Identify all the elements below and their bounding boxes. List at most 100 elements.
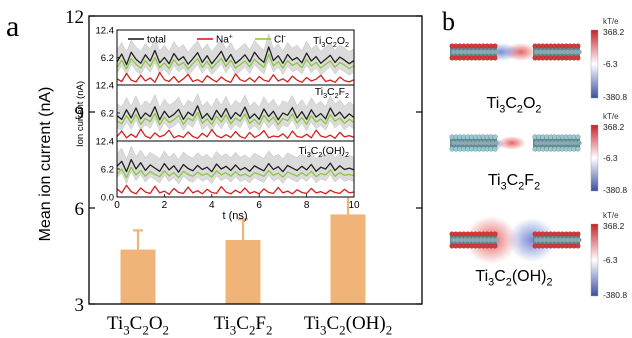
- colorbar-unit: kT/e: [603, 211, 619, 220]
- core-atom: [478, 237, 484, 243]
- core-atom: [463, 140, 468, 146]
- inset-y-tick-label: 6.2: [101, 53, 114, 64]
- cl-line: [116, 166, 355, 179]
- core-atom: [455, 237, 460, 243]
- bar: [120, 249, 156, 304]
- total-line: [116, 105, 355, 121]
- colorbar-unit: kT/e: [603, 17, 619, 26]
- surface-atom: [575, 243, 581, 249]
- inset-y-tick-label: 12.4: [96, 26, 115, 37]
- core-atom: [470, 140, 476, 146]
- core-atom: [542, 49, 547, 55]
- total-line: [116, 158, 355, 173]
- surface-atom: [492, 134, 498, 140]
- x-tick-label: Ti3C2(OH)2: [304, 313, 392, 337]
- core-atom: [482, 140, 487, 146]
- core-atom: [557, 140, 563, 146]
- colorbar-tick-label: 368.2: [603, 122, 625, 132]
- core-atom: [451, 140, 456, 146]
- x-tick-labels: Ti3C2O2 Ti3C2F2 Ti3C2(OH)2: [107, 313, 392, 337]
- core-atom: [451, 49, 456, 55]
- inset-y-tick-label: 6.2: [101, 165, 114, 176]
- panel-label-a: a: [6, 10, 19, 43]
- core-atom: [538, 237, 543, 243]
- core-atom: [470, 49, 476, 55]
- surface-atom: [575, 146, 581, 152]
- bars: [120, 189, 366, 304]
- inset-x-tick-label: 8: [304, 200, 310, 211]
- inset-subpanels: 6.2 12.4 Ti3C2O2 6.2 12.4 Ti3C2F2 0.0 6.2 12.4 Ti…: [96, 26, 355, 204]
- na-line: [116, 71, 355, 83]
- core-atom: [573, 140, 578, 146]
- core-atom: [565, 140, 570, 146]
- structure-label: Ti3C2O2: [487, 95, 542, 115]
- y-axis-label: Mean ion current (nA): [37, 87, 54, 242]
- surface-atom: [492, 243, 498, 249]
- core-atom: [478, 49, 484, 55]
- surface-atom: [492, 231, 498, 237]
- legend-label: total: [147, 35, 166, 46]
- inset-y-tick-label: 12.4: [96, 81, 115, 92]
- core-atom: [459, 49, 464, 55]
- surface-atom: [492, 43, 498, 49]
- inset-x-tick-label: 6: [256, 200, 262, 211]
- bar: [225, 240, 261, 304]
- legend-label: Na+: [216, 34, 233, 46]
- core-atom: [463, 49, 468, 55]
- core-atom: [466, 49, 472, 55]
- inset-subpanel-label: Ti3C2F2: [315, 86, 349, 100]
- core-atom: [557, 237, 563, 243]
- core-atom: [569, 49, 574, 55]
- surface-atom: [575, 134, 581, 140]
- inset-subpanel: 6.2 12.4 Ti3C2O2: [96, 26, 355, 83]
- core-atom: [546, 140, 551, 146]
- colorbar-tick-label: -380.8: [603, 92, 627, 102]
- panel-label-b: b: [442, 7, 455, 36]
- colorbar-tick-label: -6.3: [603, 255, 618, 265]
- inset-y-tick-label: 0.0: [101, 193, 114, 204]
- core-atom: [553, 49, 559, 55]
- legend: total Na+ Cl-: [128, 34, 286, 46]
- mxene-slab: [532, 134, 582, 152]
- core-atom: [486, 140, 491, 146]
- core-atom: [565, 237, 570, 243]
- core-atom: [549, 49, 555, 55]
- core-atom: [490, 140, 495, 146]
- na-line: [116, 184, 355, 195]
- surface-atom: [575, 231, 581, 237]
- colorbar-tick-label: -6.3: [603, 59, 618, 69]
- core-atom: [459, 140, 464, 146]
- bar: [330, 214, 366, 304]
- core-atom: [538, 49, 543, 55]
- x-tick-label: Ti3C2F2: [214, 313, 273, 337]
- core-atom: [494, 49, 499, 55]
- colorbar: [590, 29, 599, 99]
- inset-x-tick-label: 10: [348, 200, 360, 211]
- core-atom: [549, 140, 555, 146]
- inset-subpanel-label: Ti3C2(OH)2: [298, 145, 349, 159]
- surface-atom: [492, 146, 498, 152]
- positive-potential: [498, 136, 526, 150]
- colorbar-tick-label: 368.2: [603, 221, 625, 231]
- cl-line: [116, 53, 355, 70]
- inset-x-tick-label: 4: [209, 200, 215, 211]
- core-atom: [486, 237, 491, 243]
- core-atom: [470, 237, 476, 243]
- core-atom: [569, 237, 574, 243]
- colorbar-tick-label: -6.3: [603, 153, 618, 163]
- surface-atom: [575, 55, 581, 61]
- y-ticks: 3 6 9 12: [65, 7, 422, 316]
- core-atom: [561, 49, 567, 55]
- y-tick-label: 6: [75, 199, 85, 220]
- structure-label: Ti3C2(OH)2: [475, 268, 552, 288]
- mxene-slab: [449, 231, 499, 249]
- colorbar: [590, 124, 599, 192]
- core-atom: [577, 49, 582, 55]
- core-atom: [459, 237, 464, 243]
- core-atom: [466, 140, 472, 146]
- core-atom: [573, 237, 578, 243]
- colorbar: [590, 223, 599, 297]
